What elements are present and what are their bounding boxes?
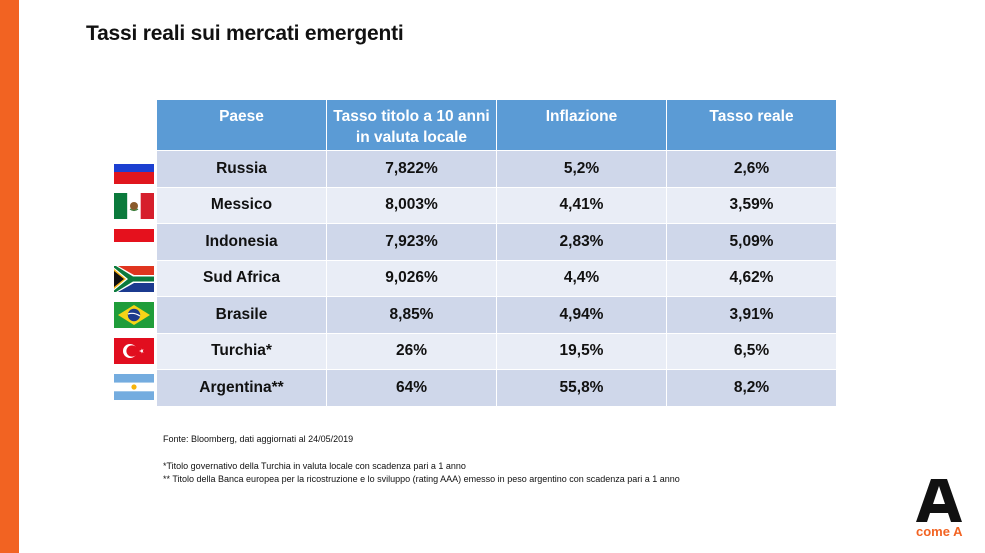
table-row: Turchia* 26% 19,5% 6,5% (156, 332, 837, 370)
header-inflation: Inflazione (496, 99, 667, 151)
logo-text: come A (916, 524, 963, 539)
brazil-flag-icon (114, 302, 154, 328)
source-note: Fonte: Bloomberg, dati aggiornati al 24/… (163, 434, 354, 444)
south-africa-flag-icon (114, 266, 154, 292)
cell-inflation: 4,41% (496, 186, 667, 224)
cell-country: Brasile (156, 296, 327, 334)
cell-real-rate: 3,59% (666, 186, 837, 224)
table-row: Indonesia 7,923% 2,83% 5,09% (156, 223, 837, 261)
cell-inflation: 4,4% (496, 259, 667, 297)
cell-inflation: 5,2% (496, 150, 667, 188)
cell-inflation: 19,5% (496, 332, 667, 370)
table-row: Argentina** 64% 55,8% 8,2% (156, 369, 837, 407)
cell-inflation: 2,83% (496, 223, 667, 261)
cell-country: Indonesia (156, 223, 327, 261)
come-a-logo: come A (916, 478, 968, 539)
cell-country: Argentina** (156, 369, 327, 407)
cell-real-rate: 8,2% (666, 369, 837, 407)
mexico-flag-icon (114, 193, 154, 219)
table-row: Russia 7,822% 5,2% 2,6% (156, 150, 837, 188)
page-title: Tassi reali sui mercati emergenti (86, 22, 404, 45)
cell-country: Turchia* (156, 332, 327, 370)
cell-inflation: 55,8% (496, 369, 667, 407)
footnote-turkey: *Titolo governativo della Turchia in val… (163, 461, 466, 471)
logo-letter-icon (916, 479, 962, 522)
cell-country: Russia (156, 150, 327, 188)
indonesia-flag-icon (114, 229, 154, 255)
orange-side-bar (0, 0, 19, 553)
cell-real-rate: 2,6% (666, 150, 837, 188)
cell-real-rate: 6,5% (666, 332, 837, 370)
cell-real-rate: 4,62% (666, 259, 837, 297)
footnote-argentina: ** Titolo della Banca europea per la ric… (163, 474, 680, 484)
cell-inflation: 4,94% (496, 296, 667, 334)
table-header-row: Paese Tasso titolo a 10 anni in valuta l… (156, 99, 837, 151)
cell-yield: 7,822% (326, 150, 497, 188)
table-row: Messico 8,003% 4,41% 3,59% (156, 186, 837, 224)
cell-yield: 8,85% (326, 296, 497, 334)
cell-yield: 26% (326, 332, 497, 370)
header-real-rate: Tasso reale (666, 99, 837, 151)
cell-country: Sud Africa (156, 259, 327, 297)
header-yield: Tasso titolo a 10 anni in valuta locale (326, 99, 497, 151)
cell-yield: 7,923% (326, 223, 497, 261)
turkey-flag-icon (114, 338, 154, 364)
table-row: Sud Africa 9,026% 4,4% 4,62% (156, 259, 837, 297)
cell-yield: 64% (326, 369, 497, 407)
cell-real-rate: 5,09% (666, 223, 837, 261)
russia-flag-icon (114, 158, 154, 184)
cell-real-rate: 3,91% (666, 296, 837, 334)
cell-yield: 8,003% (326, 186, 497, 224)
cell-yield: 9,026% (326, 259, 497, 297)
rates-table: Paese Tasso titolo a 10 anni in valuta l… (156, 99, 837, 407)
argentina-flag-icon (114, 374, 154, 400)
cell-country: Messico (156, 186, 327, 224)
header-country: Paese (156, 99, 327, 151)
table-row: Brasile 8,85% 4,94% 3,91% (156, 296, 837, 334)
